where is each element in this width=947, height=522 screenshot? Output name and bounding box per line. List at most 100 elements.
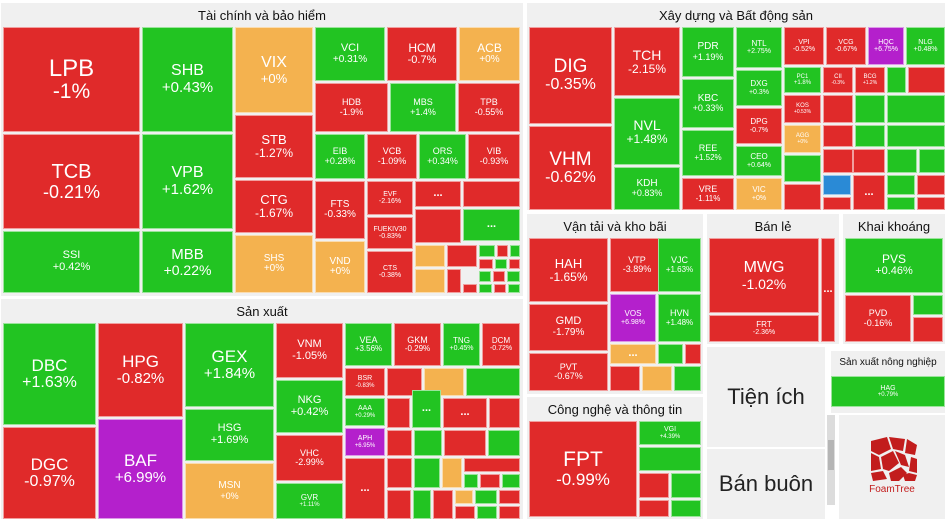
minor-stock-tile[interactable] xyxy=(479,271,491,282)
stock-tile-agg[interactable]: AGG +0% xyxy=(784,125,821,153)
stock-tile-ntl[interactable]: NTL +2.75% xyxy=(736,27,782,68)
stock-tile-tcb[interactable]: TCB -0.21% xyxy=(3,134,140,229)
stock-tile-vhc[interactable]: VHC -2.99% xyxy=(276,435,343,481)
minor-stock-tile[interactable] xyxy=(464,474,478,488)
stock-tile-hqc[interactable]: HQC +6.75% xyxy=(868,27,904,65)
stock-tile-aaa[interactable]: AAA +0.29% xyxy=(345,398,385,426)
minor-stock-tile[interactable] xyxy=(823,197,851,210)
stock-tile-ceo[interactable]: CEO +0.64% xyxy=(736,146,782,176)
stock-tile-shs[interactable]: SHS +0% xyxy=(235,235,313,293)
minor-stock-tile[interactable] xyxy=(442,458,462,488)
minor-stock-tile[interactable] xyxy=(685,344,701,364)
minor-stock-tile[interactable] xyxy=(508,284,520,293)
stock-tile-vix[interactable]: VIX +0% xyxy=(235,27,313,113)
stock-tile-dgc[interactable]: DGC -0.97% xyxy=(3,427,96,519)
minor-stock-tile[interactable] xyxy=(433,490,453,519)
minor-stock-tile[interactable] xyxy=(509,259,520,269)
stock-tile-vea[interactable]: VEA +3.56% xyxy=(345,323,392,366)
minor-stock-tile[interactable] xyxy=(913,317,943,342)
stock-tile-kos[interactable]: KOS +0.53% xyxy=(784,95,821,123)
stock-tile-dpg[interactable]: DPG -0.7% xyxy=(736,108,782,144)
minor-stock-tile[interactable] xyxy=(415,269,445,293)
minor-stock-tile[interactable] xyxy=(447,245,477,267)
stock-tile-kbc[interactable]: KBC +0.33% xyxy=(682,79,734,128)
stock-tile-vnm[interactable]: VNM -1.05% xyxy=(276,323,343,378)
minor-stock-tile[interactable] xyxy=(494,284,506,293)
stock-tile-hdb[interactable]: HDB -1.9% xyxy=(315,83,388,132)
minor-stock-tile[interactable] xyxy=(919,149,945,173)
scrollbar-thumb[interactable] xyxy=(828,440,834,470)
foamtree-logo[interactable]: FoamTree xyxy=(839,415,945,519)
minor-stock-tile[interactable] xyxy=(639,500,669,517)
minor-stock-tile[interactable] xyxy=(415,245,445,267)
stock-tile-vic[interactable]: VIC +0% xyxy=(736,178,782,210)
stock-tile-mbs[interactable]: MBS +1.4% xyxy=(390,83,456,132)
stock-tile-lpb[interactable]: LPB -1% xyxy=(3,27,140,132)
minor-stock-tile[interactable] xyxy=(917,175,945,195)
stock-tile-bcg[interactable]: BCG +1.2% xyxy=(855,67,885,93)
stock-tile-shb[interactable]: SHB +0.43% xyxy=(142,27,233,132)
stock-tile-vhm[interactable]: VHM -0.62% xyxy=(529,126,612,210)
stock-tile-vcb[interactable]: VCB -1.09% xyxy=(367,134,417,179)
stock-tile-tpb[interactable]: TPB -0.55% xyxy=(458,83,520,132)
minor-stock-tile[interactable] xyxy=(887,197,915,210)
stock-tile-cts[interactable]: CTS -0.38% xyxy=(367,251,413,293)
stock-tile-pdr[interactable]: PDR +1.19% xyxy=(682,27,734,77)
minor-stock-tile[interactable] xyxy=(387,398,410,428)
minor-stock-tile[interactable] xyxy=(413,490,431,519)
minor-stock-tile[interactable] xyxy=(488,430,520,456)
stock-tile-frt[interactable]: FRT -2.36% xyxy=(709,315,819,342)
stock-tile-mwg[interactable]: MWG -1.02% xyxy=(709,238,819,313)
minor-stock-tile[interactable]: ... xyxy=(821,238,835,342)
minor-stock-tile[interactable]: ... xyxy=(610,344,656,364)
stock-tile-gvr[interactable]: GVR +1.11% xyxy=(276,483,343,519)
stock-tile-nkg[interactable]: NKG +0.42% xyxy=(276,380,343,433)
minor-stock-tile[interactable] xyxy=(823,175,851,195)
stock-tile-ssi[interactable]: SSI +0.42% xyxy=(3,231,140,293)
minor-stock-tile[interactable] xyxy=(674,366,701,391)
stock-tile-vtp[interactable]: VTP -3.89% xyxy=(610,238,664,292)
stock-tile-vpb[interactable]: VPB +1.62% xyxy=(142,134,233,229)
stock-tile-bsr[interactable]: BSR -0.83% xyxy=(345,368,385,396)
minor-stock-tile[interactable] xyxy=(414,458,440,488)
minor-stock-tile[interactable] xyxy=(671,473,701,498)
minor-stock-tile[interactable] xyxy=(479,284,492,293)
minor-stock-tile[interactable] xyxy=(642,366,672,391)
minor-stock-tile[interactable] xyxy=(658,344,683,364)
minor-stock-tile[interactable] xyxy=(510,245,520,257)
minor-stock-tile[interactable] xyxy=(853,149,885,173)
stock-tile-vos[interactable]: VOS +6.98% xyxy=(610,294,656,342)
stock-tile-nvl[interactable]: NVL +1.48% xyxy=(614,98,680,165)
stock-tile-eib[interactable]: EIB +0.28% xyxy=(315,134,365,179)
stock-tile-vcg[interactable]: VCG -0.67% xyxy=(826,27,866,65)
stock-tile-vpi[interactable]: VPI -0.52% xyxy=(784,27,824,65)
stock-tile-pc1[interactable]: PC1 +1.8% xyxy=(784,67,821,93)
stock-tile-dbc[interactable]: DBC +1.63% xyxy=(3,323,96,425)
minor-stock-tile[interactable]: ... xyxy=(412,390,441,428)
minor-stock-tile[interactable] xyxy=(493,271,505,282)
stock-tile-dcm[interactable]: DCM -0.72% xyxy=(482,323,520,366)
sector-wholesale[interactable]: Bán buôn xyxy=(707,449,825,519)
stock-tile-ors[interactable]: ORS +0.34% xyxy=(419,134,466,179)
stock-tile-gmd[interactable]: GMD -1.79% xyxy=(529,304,608,351)
minor-stock-tile[interactable] xyxy=(480,474,500,488)
stock-tile-hcm[interactable]: HCM -0.7% xyxy=(387,27,457,81)
minor-stock-tile[interactable] xyxy=(475,490,497,504)
minor-stock-tile[interactable] xyxy=(414,430,442,456)
stock-tile-fts[interactable]: FTS -0.33% xyxy=(315,181,365,239)
stock-tile-vci[interactable]: VCI +0.31% xyxy=(315,27,385,81)
minor-stock-tile[interactable] xyxy=(477,506,497,519)
minor-stock-tile[interactable] xyxy=(387,430,412,456)
minor-stock-tile[interactable]: ... xyxy=(415,181,461,207)
minor-stock-tile[interactable] xyxy=(463,181,520,207)
stock-tile-msn[interactable]: MSN +0% xyxy=(185,463,274,519)
stock-tile-acb[interactable]: ACB +0% xyxy=(459,27,520,81)
minor-stock-tile[interactable] xyxy=(887,95,945,123)
stock-tile-pvt[interactable]: PVT -0.67% xyxy=(529,353,608,391)
stock-tile-ree[interactable]: REE +1.52% xyxy=(682,130,734,176)
minor-stock-tile[interactable]: ... xyxy=(443,398,487,428)
minor-stock-tile[interactable] xyxy=(415,209,461,243)
minor-stock-tile[interactable] xyxy=(495,259,507,269)
minor-stock-tile[interactable] xyxy=(887,67,906,93)
stock-tile-hah[interactable]: HAH -1.65% xyxy=(529,238,608,302)
